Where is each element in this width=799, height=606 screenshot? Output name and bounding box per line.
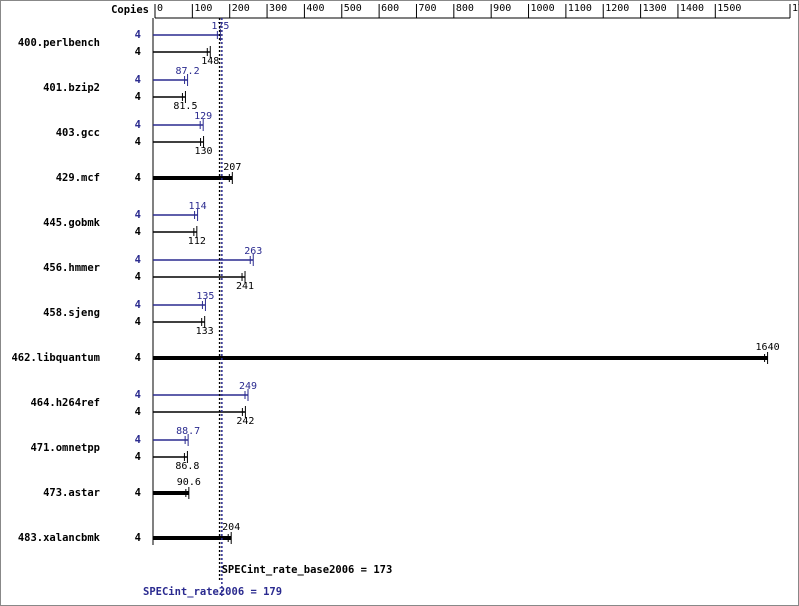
x-tick-label: 700 (418, 3, 436, 14)
value-label: 90.6 (177, 477, 201, 488)
benchmark-name: 401.bzip2 (43, 82, 100, 94)
copies-label: 4 (135, 209, 141, 221)
x-tick-label: 0 (157, 3, 163, 14)
copies-label: 4 (135, 74, 141, 86)
copies-label: 4 (135, 254, 141, 266)
reference-label: SPECint_rate_base2006 = 173 (222, 564, 393, 576)
value-label: 87.2 (176, 66, 200, 77)
value-label: 249 (239, 381, 257, 392)
copies-label: 4 (135, 172, 141, 184)
x-tick-label: 500 (344, 3, 362, 14)
copies-label: 4 (135, 389, 141, 401)
copies-label: 4 (135, 316, 141, 328)
x-tick-label: 600 (381, 3, 399, 14)
value-label: 130 (195, 146, 213, 157)
x-tick-label: 100 (194, 3, 212, 14)
x-tick-label: 1300 (643, 3, 667, 14)
copies-label: 4 (135, 226, 141, 238)
x-tick-label: 300 (269, 3, 287, 14)
value-label: 207 (223, 162, 241, 173)
x-tick-label: 400 (306, 3, 324, 14)
copies-label: 4 (135, 434, 141, 446)
value-label: 263 (244, 246, 262, 257)
value-label: 88.7 (176, 426, 200, 437)
copies-label: 4 (135, 299, 141, 311)
copies-label: 4 (135, 271, 141, 283)
benchmark-name: 456.hmmer (43, 262, 100, 274)
benchmark-name: 400.perlbench (18, 37, 100, 49)
benchmark-name: 429.mcf (56, 172, 100, 184)
copies-label: 4 (135, 406, 141, 418)
reference-label: SPECint_rate2006 = 179 (143, 586, 282, 598)
copies-header: Copies (111, 4, 149, 16)
x-tick-label: 1200 (605, 3, 629, 14)
benchmark-name: 464.h264ref (30, 397, 100, 409)
copies-label: 4 (135, 46, 141, 58)
x-tick-label: 1400 (680, 3, 704, 14)
copies-label: 4 (135, 91, 141, 103)
copies-label: 4 (135, 29, 141, 41)
value-label: 148 (201, 56, 219, 67)
benchmark-name: 403.gcc (56, 127, 100, 139)
benchmark-name: 462.libquantum (11, 352, 100, 364)
value-label: 81.5 (173, 101, 197, 112)
x-tick-label: 200 (232, 3, 250, 14)
benchmark-name: 471.omnetpp (30, 442, 100, 454)
value-label: 1640 (756, 342, 780, 353)
copies-label: 4 (135, 119, 141, 131)
value-label: 133 (196, 326, 214, 337)
benchmark-name: 445.gobmk (43, 217, 101, 229)
copies-label: 4 (135, 532, 141, 544)
value-label: 241 (236, 281, 254, 292)
x-tick-label: 1100 (568, 3, 592, 14)
x-tick-label: 1500 (717, 3, 741, 14)
x-tick-label: 1700 (792, 3, 799, 14)
copies-label: 4 (135, 136, 141, 148)
x-tick-label: 800 (456, 3, 474, 14)
copies-label: 4 (135, 487, 141, 499)
benchmark-name: 483.xalancbmk (18, 532, 101, 544)
copies-label: 4 (135, 352, 141, 364)
x-tick-label: 900 (493, 3, 511, 14)
value-label: 204 (222, 522, 240, 533)
value-label: 86.8 (175, 461, 199, 472)
value-label: 242 (236, 416, 254, 427)
x-tick-label: 1000 (531, 3, 555, 14)
value-label: 135 (196, 291, 214, 302)
copies-label: 4 (135, 451, 141, 463)
value-label: 112 (188, 236, 206, 247)
benchmark-name: 458.sjeng (43, 307, 100, 319)
benchmark-name: 473.astar (43, 487, 100, 499)
value-label: 114 (189, 201, 207, 212)
value-label: 129 (194, 111, 212, 122)
